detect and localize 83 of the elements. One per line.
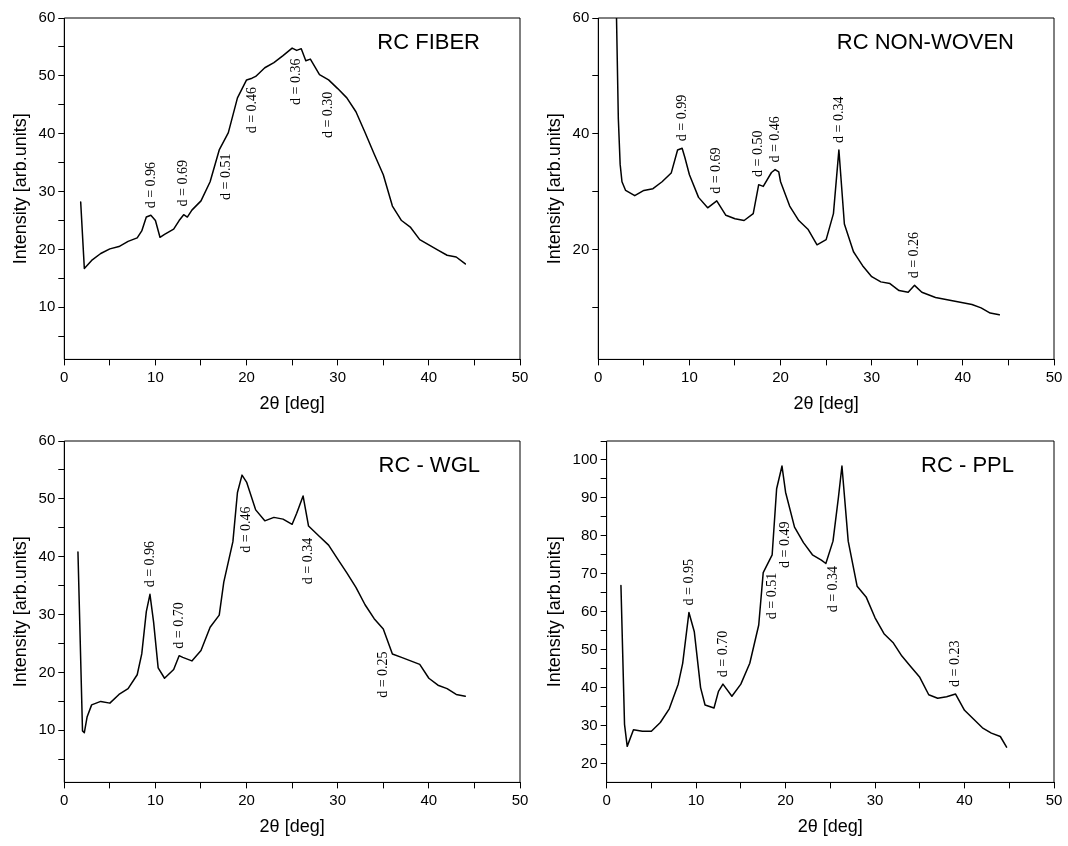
y-axis-title: Intensity [arb.units] [543, 536, 564, 688]
y-axis-title: Intensity [arb.units] [9, 113, 30, 265]
y-tick-label: 30 [580, 715, 598, 733]
x-tick-label: 10 [147, 790, 164, 808]
annotation: d = 0.70 [714, 630, 730, 678]
x-tick-label: 10 [147, 367, 164, 385]
y-tick-label: 40 [38, 546, 56, 564]
annotation: d = 0.46 [238, 506, 254, 553]
x-tick-label: 50 [1045, 790, 1063, 808]
x-tick-label: 30 [329, 790, 347, 808]
text: RC FIBER [377, 29, 480, 55]
y-tick-label: 40 [38, 123, 56, 141]
annotation: d = 0.49 [777, 521, 793, 569]
y-tick-label: 40 [572, 123, 590, 141]
y-tick-label: 30 [38, 604, 56, 622]
y-axis-title: Intensity [arb.units] [9, 536, 30, 688]
x-tick-label: 30 [329, 367, 347, 385]
x-tick-label: 40 [420, 790, 438, 808]
x-tick-label: 10 [681, 367, 698, 385]
annotation: d = 0.34 [824, 565, 840, 613]
x-tick-label: 40 [954, 367, 972, 385]
annotation: d = 0.99 [673, 94, 689, 142]
y-tick-label: 10 [38, 720, 56, 738]
x-tick-label: 20 [777, 790, 794, 808]
y-tick-label: 50 [580, 639, 598, 657]
annotation: d = 0.69 [708, 147, 724, 194]
x-tick-label: 0 [60, 367, 69, 385]
annotation: d = 0.46 [243, 86, 259, 134]
annotation: d = 0.95 [680, 559, 696, 606]
x-tick-label: 30 [863, 367, 881, 385]
x-axis-title: 2θ [deg] [259, 393, 325, 414]
y-tick-label: 20 [38, 662, 56, 680]
y-tick-label: 70 [580, 563, 598, 581]
x-tick-label: 40 [956, 790, 973, 808]
y-tick-label: 50 [38, 66, 56, 84]
y-tick-label: 60 [572, 8, 590, 26]
y-tick-label: 60 [38, 8, 56, 26]
annotation: d = 0.70 [170, 602, 186, 649]
y-tick-label: 80 [580, 525, 598, 543]
annotation: d = 0.46 [766, 116, 782, 163]
annotation: d = 0.26 [906, 231, 922, 279]
y-tick-label: 40 [580, 677, 598, 695]
annotation: d = 0.34 [300, 537, 316, 585]
x-tick-label: 30 [866, 790, 884, 808]
x-tick-label: 0 [594, 367, 603, 385]
y-tick-label: 20 [572, 239, 590, 257]
x-tick-label: 40 [420, 367, 438, 385]
x-tick-label: 20 [772, 367, 789, 385]
annotation: d = 0.34 [830, 96, 846, 143]
annotation: d = 0.36 [288, 58, 304, 105]
x-tick-label: 50 [511, 367, 529, 385]
x-tick-label: 10 [687, 790, 705, 808]
annotation: d = 0.50 [750, 130, 766, 177]
x-tick-label: 20 [238, 367, 255, 385]
x-tick-label: 20 [238, 790, 255, 808]
annotation: d = 0.69 [175, 160, 191, 207]
x-tick-label: 50 [511, 790, 529, 808]
annotation: d = 0.25 [374, 651, 390, 698]
annotation: d = 0.51 [763, 572, 779, 620]
y-tick-label: 90 [580, 488, 598, 506]
y-axis-title: Intensity [arb.units] [543, 113, 564, 265]
y-tick-label: 100 [572, 450, 598, 468]
text: RC NON-WOVEN [836, 29, 1014, 55]
text: RC - PPL [921, 452, 1014, 478]
annotation: d = 0.96 [142, 161, 158, 209]
y-tick-label: 20 [580, 753, 598, 771]
text: RC - WGL [378, 452, 480, 478]
y-tick-label: 60 [580, 601, 598, 619]
y-tick-label: 20 [38, 239, 56, 257]
x-tick-label: 50 [1045, 367, 1063, 385]
x-axis-title: 2θ [deg] [793, 393, 859, 414]
annotation: d = 0.96 [141, 540, 157, 588]
x-axis-title: 2θ [deg] [797, 816, 863, 837]
y-tick-label: 60 [38, 431, 56, 449]
x-tick-label: 0 [60, 790, 69, 808]
x-axis-title: 2θ [deg] [259, 816, 325, 837]
x-tick-label: 0 [602, 790, 611, 808]
annotation: d = 0.51 [218, 153, 234, 200]
annotation: d = 0.30 [320, 91, 336, 139]
y-tick-label: 30 [38, 181, 56, 199]
y-tick-label: 50 [38, 489, 56, 507]
annotation: d = 0.23 [947, 640, 963, 688]
y-tick-label: 10 [38, 297, 56, 315]
